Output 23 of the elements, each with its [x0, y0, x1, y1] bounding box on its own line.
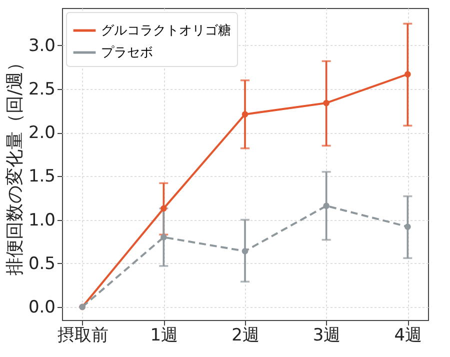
y-tick-label: 3.0 [28, 36, 56, 56]
x-tick-label: 摂取前 [57, 326, 108, 346]
x-tick-label: 1週 [150, 326, 178, 346]
y-tick-label: 2.5 [28, 80, 56, 100]
point [323, 202, 330, 209]
y-tick-label: 1.5 [28, 166, 56, 187]
point [160, 205, 167, 212]
y-tick-label: 0.5 [28, 254, 56, 274]
legend-label: プラセボ [101, 46, 153, 60]
point [160, 234, 167, 240]
point [323, 100, 330, 106]
point [404, 71, 411, 78]
y-tick-label: 2.0 [28, 123, 56, 144]
x-tick-label: 2週 [232, 326, 260, 346]
point [242, 248, 248, 254]
y-tick-label: 0.0 [28, 297, 56, 318]
point [404, 224, 411, 230]
x-tick-label: 4週 [394, 326, 422, 346]
y-axis-title: 排便回数の変化量（回/週） [4, 53, 26, 276]
point [242, 111, 248, 118]
x-tick-label: 3週 [312, 326, 341, 346]
legend-label: グルコラクトオリゴ糖 [101, 24, 231, 38]
y-tick-label: 1.0 [28, 210, 56, 230]
